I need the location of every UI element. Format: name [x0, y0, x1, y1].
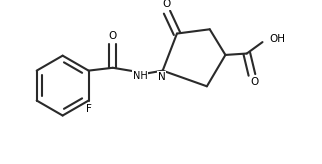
- Text: O: O: [162, 0, 170, 10]
- Text: OH: OH: [270, 34, 286, 44]
- Text: F: F: [87, 103, 92, 113]
- Text: O: O: [250, 77, 258, 87]
- Text: NH: NH: [133, 71, 147, 81]
- Text: O: O: [109, 31, 117, 41]
- Text: N: N: [158, 72, 166, 82]
